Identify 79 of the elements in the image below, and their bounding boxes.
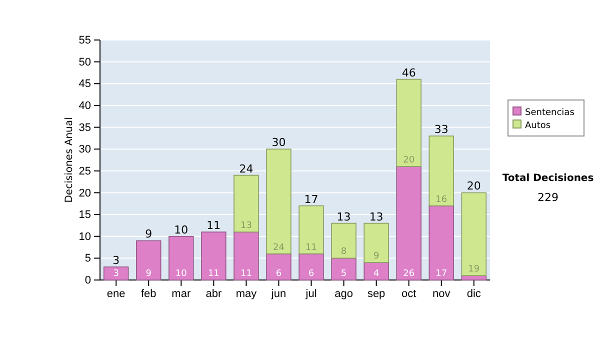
legend-label: Sentencias — [525, 108, 575, 118]
x-tick-label: jun — [270, 288, 286, 300]
data-label: 24 — [273, 242, 285, 253]
data-label: 9 — [146, 269, 152, 279]
data-label: 13 — [240, 221, 252, 231]
bar — [428, 205, 454, 280]
y-tick-label: 10 — [78, 230, 91, 243]
y-tick-label: 15 — [78, 209, 91, 222]
y-axis-title: Decisiones Anual — [64, 117, 75, 203]
y-tick-label: 50 — [78, 56, 91, 68]
data-label: 5 — [340, 269, 347, 279]
total-label: 3 — [112, 254, 120, 267]
data-label: 6 — [276, 269, 282, 279]
bar — [396, 166, 422, 280]
data-label: 16 — [436, 194, 448, 205]
data-label: 9 — [373, 252, 380, 262]
bar — [364, 262, 389, 280]
y-tick-label: 45 — [78, 78, 91, 90]
bar — [266, 148, 292, 254]
bar — [298, 253, 324, 280]
data-label: 6 — [308, 269, 314, 279]
total-label: 46 — [402, 66, 416, 80]
total-label: 13 — [369, 210, 384, 224]
bar — [136, 240, 162, 280]
data-label: 17 — [436, 269, 448, 279]
data-label: 11 — [208, 269, 220, 279]
total-label: 11 — [206, 219, 221, 232]
x-tick-label: sep — [367, 288, 386, 300]
y-tick-label: 5 — [84, 252, 91, 265]
text: 229 — [538, 191, 558, 204]
y-tick-label: 40 — [78, 100, 91, 112]
data-label: 19 — [468, 264, 480, 275]
data-label: 11 — [240, 269, 252, 279]
legend-label: Autos — [525, 121, 551, 131]
bar — [234, 174, 259, 232]
x-tick-label: ago — [334, 288, 353, 300]
bar — [104, 266, 129, 280]
x-tick-label: nov — [432, 288, 451, 300]
bar — [266, 253, 292, 280]
total-label: 13 — [336, 210, 351, 224]
x-tick-label: oct — [402, 288, 416, 300]
y-tick-label: 25 — [78, 165, 91, 178]
x-tick-label: ene — [106, 288, 126, 300]
bar — [461, 192, 486, 276]
y-tick-label: 20 — [78, 187, 91, 200]
x-tick-label: dic — [466, 288, 482, 300]
bar — [396, 78, 422, 167]
total-label: 33 — [434, 123, 448, 136]
total-label: 9 — [145, 228, 152, 241]
data-label: 4 — [373, 269, 380, 279]
x-tick-label: abr — [206, 288, 222, 300]
x-tick-label: mar — [172, 288, 191, 300]
total-label: 24 — [239, 162, 254, 176]
y-tick-label: 30 — [78, 144, 91, 156]
data-label: 3 — [113, 269, 119, 279]
y-tick-label: 55 — [78, 34, 91, 47]
bar — [234, 232, 259, 280]
bar — [364, 222, 389, 263]
bar — [331, 222, 356, 259]
total-label: 20 — [466, 180, 481, 193]
data-label: 8 — [340, 247, 347, 258]
bar — [168, 236, 194, 280]
y-tick-label: 0 — [84, 274, 91, 287]
x-tick-label: feb — [140, 288, 156, 300]
total-label: 17 — [304, 192, 318, 206]
bar — [298, 205, 324, 254]
bar — [428, 136, 454, 206]
y-tick-label: 35 — [78, 122, 91, 134]
text: Total Decisiones — [502, 173, 594, 184]
total-label: 10 — [174, 223, 188, 236]
data-label: 26 — [403, 269, 415, 279]
data-label: 20 — [403, 156, 415, 166]
bar — [331, 258, 356, 280]
bar — [201, 232, 226, 280]
x-tick-label: jul — [304, 288, 317, 300]
x-tick-label: may — [236, 288, 258, 300]
total-label: 30 — [272, 136, 286, 150]
data-label: 10 — [175, 269, 188, 279]
data-label: 11 — [306, 242, 317, 253]
